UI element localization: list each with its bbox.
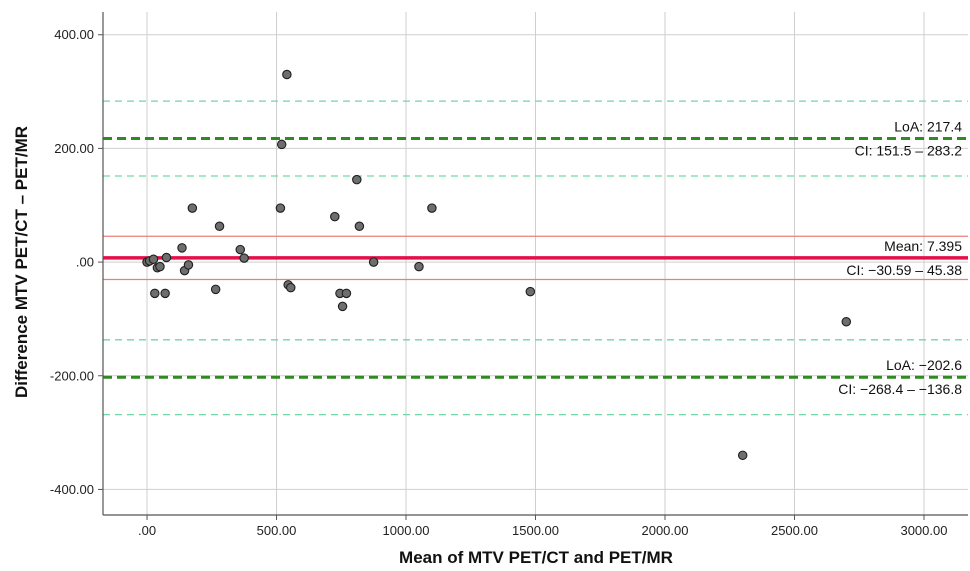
x-tick-label: 1500.00 xyxy=(512,523,559,538)
data-point xyxy=(286,282,296,293)
data-point xyxy=(341,288,352,299)
data-point xyxy=(155,261,165,272)
data-point xyxy=(161,252,172,263)
data-point xyxy=(330,211,340,222)
data-point xyxy=(235,244,246,255)
data-point xyxy=(354,221,365,232)
data-point xyxy=(352,174,362,185)
data-point xyxy=(183,260,194,270)
data-point xyxy=(276,139,287,150)
x-tick-label: .00 xyxy=(138,523,156,538)
data-point xyxy=(525,286,536,297)
reference-lines xyxy=(103,100,968,416)
data-point xyxy=(841,317,852,327)
data-point xyxy=(368,257,379,267)
x-tick-label: 2000.00 xyxy=(641,523,688,538)
y-tick-label: -200.00 xyxy=(50,368,94,383)
data-point xyxy=(282,69,292,80)
data-point xyxy=(427,203,437,213)
annotation-label: CI: −30.59 – 45.38 xyxy=(846,262,962,278)
data-point xyxy=(414,261,424,272)
data-point xyxy=(275,203,286,213)
annotation-label: CI: −268.4 – −136.8 xyxy=(838,381,962,397)
annotation-label: LoA: −202.6 xyxy=(886,357,962,373)
data-point xyxy=(214,221,225,232)
reference-annotations: LoA: 217.4 CI: 151.5 – 283.2 Mean: 7.395 CI… xyxy=(838,119,962,398)
y-axis-title: Difference MTV PET/CT – PET/MR xyxy=(12,126,31,398)
grid-lines xyxy=(103,12,968,515)
data-points xyxy=(142,69,852,461)
x-axis-title: Mean of MTV PET/CT and PET/MR xyxy=(399,548,673,567)
x-tick-label: 2500.00 xyxy=(771,523,818,538)
x-tick-label: 1000.00 xyxy=(383,523,430,538)
y-tick-label: 400.00 xyxy=(54,27,94,42)
data-point xyxy=(160,288,170,299)
x-tick-label: 3000.00 xyxy=(900,523,947,538)
annotation-label: CI: 151.5 – 283.2 xyxy=(855,143,963,159)
tick-labels: .00 500.00 1000.00 1500.00 2000.00 2500.00 300… xyxy=(50,27,948,538)
data-point xyxy=(177,243,187,253)
y-tick-label: .00 xyxy=(76,255,94,270)
data-point xyxy=(187,203,198,213)
data-point xyxy=(239,253,249,263)
y-tick-label: 200.00 xyxy=(54,141,94,156)
annotation-label: Mean: 7.395 xyxy=(884,238,962,254)
data-point xyxy=(337,301,348,312)
data-point xyxy=(737,450,748,461)
x-tick-label: 500.00 xyxy=(257,523,297,538)
data-point xyxy=(148,254,159,264)
y-tick-label: -400.00 xyxy=(50,482,94,497)
annotation-label: LoA: 217.4 xyxy=(894,119,962,135)
data-point xyxy=(210,284,221,295)
data-point xyxy=(150,288,160,299)
